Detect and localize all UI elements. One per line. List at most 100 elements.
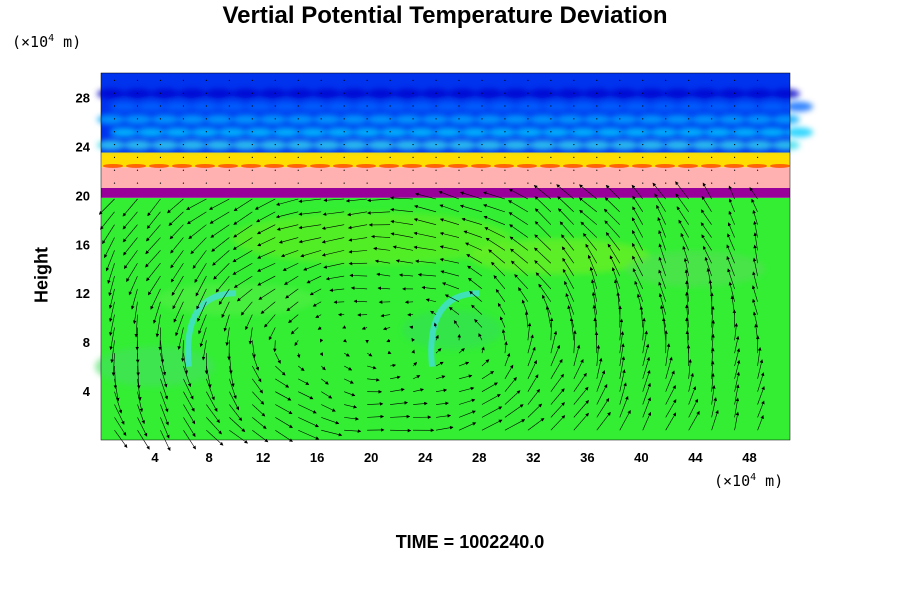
calm-dot (320, 156, 322, 159)
calm-dot (711, 79, 713, 81)
calm-dot (182, 79, 185, 81)
wind-arrow (573, 330, 577, 354)
calm-dot (619, 169, 621, 171)
calm-dot (527, 182, 529, 184)
calm-dot (389, 169, 391, 171)
wind-arrow (508, 189, 529, 200)
calm-dot (435, 182, 437, 184)
wind-arrow (700, 222, 712, 238)
ripple (103, 163, 123, 168)
ripple (517, 163, 537, 168)
wave-blob (191, 127, 219, 138)
wind-arrow (153, 301, 161, 324)
wind-arrow (126, 263, 138, 282)
wind-arrow (533, 185, 552, 200)
wind-arrow (225, 327, 230, 346)
calm-dot (642, 143, 644, 146)
wind-arrow (108, 275, 115, 297)
wind-arrow (344, 404, 358, 409)
calm-dot (205, 118, 207, 120)
wave-blob (124, 140, 152, 151)
calm-dot (366, 79, 368, 81)
wind-arrow (458, 422, 477, 431)
wind-arrow (458, 398, 476, 405)
wind-arrow (264, 314, 276, 328)
wave-blob (569, 101, 597, 112)
wind-arrow (254, 198, 276, 210)
wind-arrow (233, 211, 253, 225)
wind-arrow (321, 378, 329, 385)
wave-blob (556, 140, 584, 151)
wave-blob (745, 140, 773, 151)
wind-arrow (444, 294, 460, 303)
wind-arrow (458, 361, 470, 367)
wind-arrow (137, 430, 150, 450)
wind-arrow (415, 259, 437, 264)
wind-arrow (632, 255, 644, 277)
calm-dot (113, 169, 116, 171)
calm-dot (389, 143, 391, 146)
wind-arrow (111, 353, 116, 377)
wind-arrow (229, 353, 233, 375)
wind-arrow (734, 371, 740, 392)
wind-arrow (550, 330, 558, 354)
wind-arrow (213, 263, 230, 280)
wave-blob (205, 140, 233, 151)
wind-arrow (573, 372, 587, 392)
wind-arrow (573, 412, 589, 431)
wind-arrow (312, 301, 322, 307)
calm-dot (596, 182, 598, 184)
calm-dot (113, 92, 116, 94)
wave-blob (124, 114, 152, 125)
wind-arrow (688, 398, 698, 418)
calm-dot (343, 92, 345, 94)
wind-arrow (137, 404, 145, 425)
calm-dot (389, 105, 391, 107)
field-blob (95, 346, 216, 387)
wind-arrow (603, 208, 620, 225)
calm-dot (366, 92, 368, 94)
wind-arrow (325, 275, 345, 281)
wind-arrow (467, 277, 483, 290)
wind-arrow (367, 198, 391, 203)
wind-arrow (728, 185, 735, 200)
wind-arrow (593, 317, 598, 341)
ripple (287, 163, 307, 168)
wind-arrow (619, 395, 629, 418)
wave-blob (353, 101, 381, 112)
calm-dot (665, 143, 667, 146)
wind-arrow (704, 256, 712, 277)
calm-dot (412, 118, 414, 120)
wind-arrow (275, 429, 293, 442)
wave-blob (623, 101, 651, 112)
wind-arrow (306, 275, 322, 284)
calm-dot (504, 105, 506, 107)
wind-arrow (561, 234, 575, 251)
wind-arrow (562, 257, 575, 277)
calm-dot (619, 143, 621, 146)
wind-arrow (550, 344, 561, 367)
wind-arrow (654, 193, 666, 213)
wind-arrow (508, 200, 529, 213)
calm-dot (481, 182, 483, 184)
wave-blob (664, 88, 692, 99)
calm-dot (481, 105, 483, 107)
wind-arrow (448, 306, 460, 315)
wind-arrow (109, 301, 115, 323)
wind-arrow (504, 404, 524, 418)
wave-blob (556, 114, 584, 125)
wind-arrow (527, 374, 539, 392)
calm-dot (665, 79, 667, 81)
wind-arrow (535, 272, 552, 290)
wind-arrow (348, 250, 368, 254)
wind-arrow (114, 391, 123, 414)
wind-arrow (128, 275, 138, 296)
wave-blob (313, 88, 341, 99)
wave-blob (704, 127, 732, 138)
wind-arrow (367, 365, 377, 370)
wind-arrow (319, 352, 324, 357)
wind-arrow (109, 327, 115, 351)
wind-arrow (662, 317, 667, 341)
wind-arrow (557, 196, 575, 213)
wind-arrow (684, 269, 689, 289)
